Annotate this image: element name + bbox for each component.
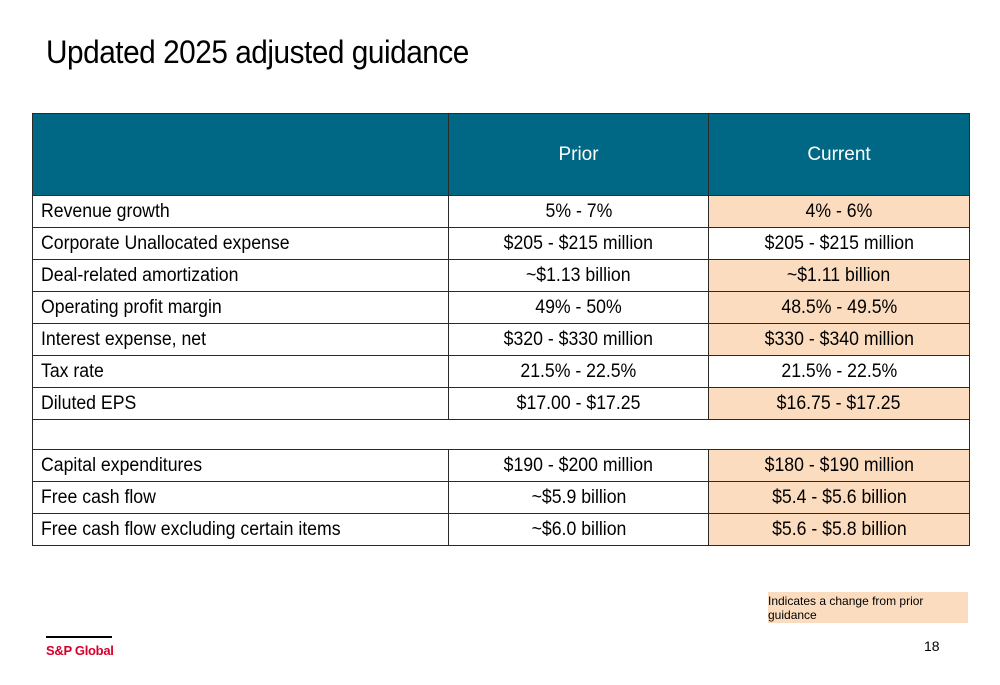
row-label-text: Corporate Unallocated expense (41, 232, 290, 254)
row-label: Diluted EPS (32, 387, 449, 420)
row-label-text: Free cash flow (41, 486, 156, 508)
row-current-value: $330 - $340 million (708, 323, 970, 356)
row-label-text: Operating profit margin (41, 296, 222, 318)
row-label: Interest expense, net (32, 323, 449, 356)
page-number: 18 (924, 638, 940, 654)
row-prior-value: ~$5.9 billion (448, 481, 709, 514)
logo-bar (46, 636, 112, 638)
row-current-value: 21.5% - 22.5% (708, 355, 970, 388)
row-label: Operating profit margin (32, 291, 449, 324)
spacer-cell (32, 419, 970, 450)
row-prior-value: ~$6.0 billion (448, 513, 709, 546)
table-row: Free cash flow excluding certain items ~$… (32, 513, 970, 546)
row-current-value: ~$1.11 billion (708, 259, 970, 292)
row-current-value-text: 21.5% - 22.5% (781, 360, 897, 382)
row-label: Capital expenditures (32, 449, 449, 482)
row-prior-value: $205 - $215 million (448, 227, 709, 260)
table-body: Revenue growth 5% - 7% 4% - 6% Corporate Un… (32, 195, 970, 546)
table-row: Tax rate 21.5% - 22.5% 21.5% - 22.5% (32, 355, 970, 388)
row-current-value-text: $205 - $215 million (764, 232, 914, 254)
row-label: Corporate Unallocated expense (32, 227, 449, 260)
row-label-text: Free cash flow excluding certain items (41, 518, 341, 540)
row-current-value-text: $330 - $340 million (764, 328, 914, 350)
row-prior-value: 21.5% - 22.5% (448, 355, 709, 388)
row-prior-value-text: ~$1.13 billion (526, 264, 631, 286)
table-row: Corporate Unallocated expense $205 - $215… (32, 227, 970, 260)
row-prior-value: $190 - $200 million (448, 449, 709, 482)
table-row: Capital expenditures $190 - $200 million $… (32, 449, 970, 482)
row-prior-value-text: 21.5% - 22.5% (520, 360, 637, 382)
row-prior-value-text: ~$6.0 billion (531, 518, 626, 540)
page-title: Updated 2025 adjusted guidance (46, 34, 469, 70)
table-row: Operating profit margin 49% - 50% 48.5% - … (32, 291, 970, 324)
row-prior-value: 49% - 50% (448, 291, 709, 324)
row-current-value: $5.4 - $5.6 billion (708, 481, 970, 514)
table-header-row: Prior Current (32, 113, 970, 196)
row-current-value-text: 4% - 6% (805, 200, 873, 222)
row-prior-value: ~$1.13 billion (448, 259, 709, 292)
row-current-value-text: $5.4 - $5.6 billion (771, 486, 907, 508)
table-row: Interest expense, net $320 - $330 million… (32, 323, 970, 356)
row-label: Free cash flow (32, 481, 449, 514)
row-current-value: $205 - $215 million (708, 227, 970, 260)
row-current-value: 48.5% - 49.5% (708, 291, 970, 324)
row-prior-value: $17.00 - $17.25 (448, 387, 709, 420)
row-label-text: Capital expenditures (41, 454, 203, 476)
row-prior-value-text: $190 - $200 million (503, 454, 654, 476)
row-current-value-text: $16.75 - $17.25 (777, 392, 901, 414)
header-current: Current (708, 113, 970, 196)
row-label: Tax rate (32, 355, 449, 388)
table-row: Revenue growth 5% - 7% 4% - 6% (32, 195, 970, 228)
legend-text: Indicates a change from prior guidance (768, 593, 924, 622)
header-label (32, 113, 449, 196)
row-label-text: Revenue growth (41, 200, 170, 222)
row-label-text: Interest expense, net (41, 328, 207, 350)
row-prior-value-text: $205 - $215 million (503, 232, 654, 254)
row-current-value: $16.75 - $17.25 (708, 387, 970, 420)
row-label-text: Diluted EPS (41, 392, 137, 414)
row-prior-value-text: $17.00 - $17.25 (516, 392, 641, 414)
row-current-value: 4% - 6% (708, 195, 970, 228)
guidance-table: Prior Current Revenue growth 5% - 7% 4% - … (32, 113, 970, 546)
table-row: Free cash flow ~$5.9 billion $5.4 - $5.6 b… (32, 481, 970, 514)
header-prior: Prior (448, 113, 709, 196)
row-current-value: $5.6 - $5.8 billion (708, 513, 970, 546)
table-row: Diluted EPS $17.00 - $17.25 $16.75 - $17.2… (32, 387, 970, 420)
row-label: Revenue growth (32, 195, 449, 228)
row-current-value-text: $5.6 - $5.8 billion (771, 518, 907, 540)
table-spacer-row (32, 419, 970, 450)
row-prior-value-text: 49% - 50% (535, 296, 622, 318)
row-label-text: Deal-related amortization (41, 264, 239, 286)
table-row: Deal-related amortization ~$1.13 billion ~… (32, 259, 970, 292)
row-current-value-text: 48.5% - 49.5% (781, 296, 897, 318)
sp-global-logo: S&P Global (46, 636, 114, 658)
row-prior-value-text: 5% - 7% (545, 200, 612, 222)
change-legend: Indicates a change from prior guidance (768, 592, 968, 623)
row-label: Deal-related amortization (32, 259, 449, 292)
row-label-text: Tax rate (41, 360, 104, 382)
row-prior-value-text: ~$5.9 billion (531, 486, 626, 508)
row-current-value: $180 - $190 million (708, 449, 970, 482)
row-prior-value-text: $320 - $330 million (503, 328, 654, 350)
row-prior-value: 5% - 7% (448, 195, 709, 228)
row-label: Free cash flow excluding certain items (32, 513, 449, 546)
logo-text: S&P Global (46, 643, 114, 658)
row-prior-value: $320 - $330 million (448, 323, 709, 356)
row-current-value-text: ~$1.11 billion (787, 264, 891, 286)
row-current-value-text: $180 - $190 million (764, 454, 914, 476)
